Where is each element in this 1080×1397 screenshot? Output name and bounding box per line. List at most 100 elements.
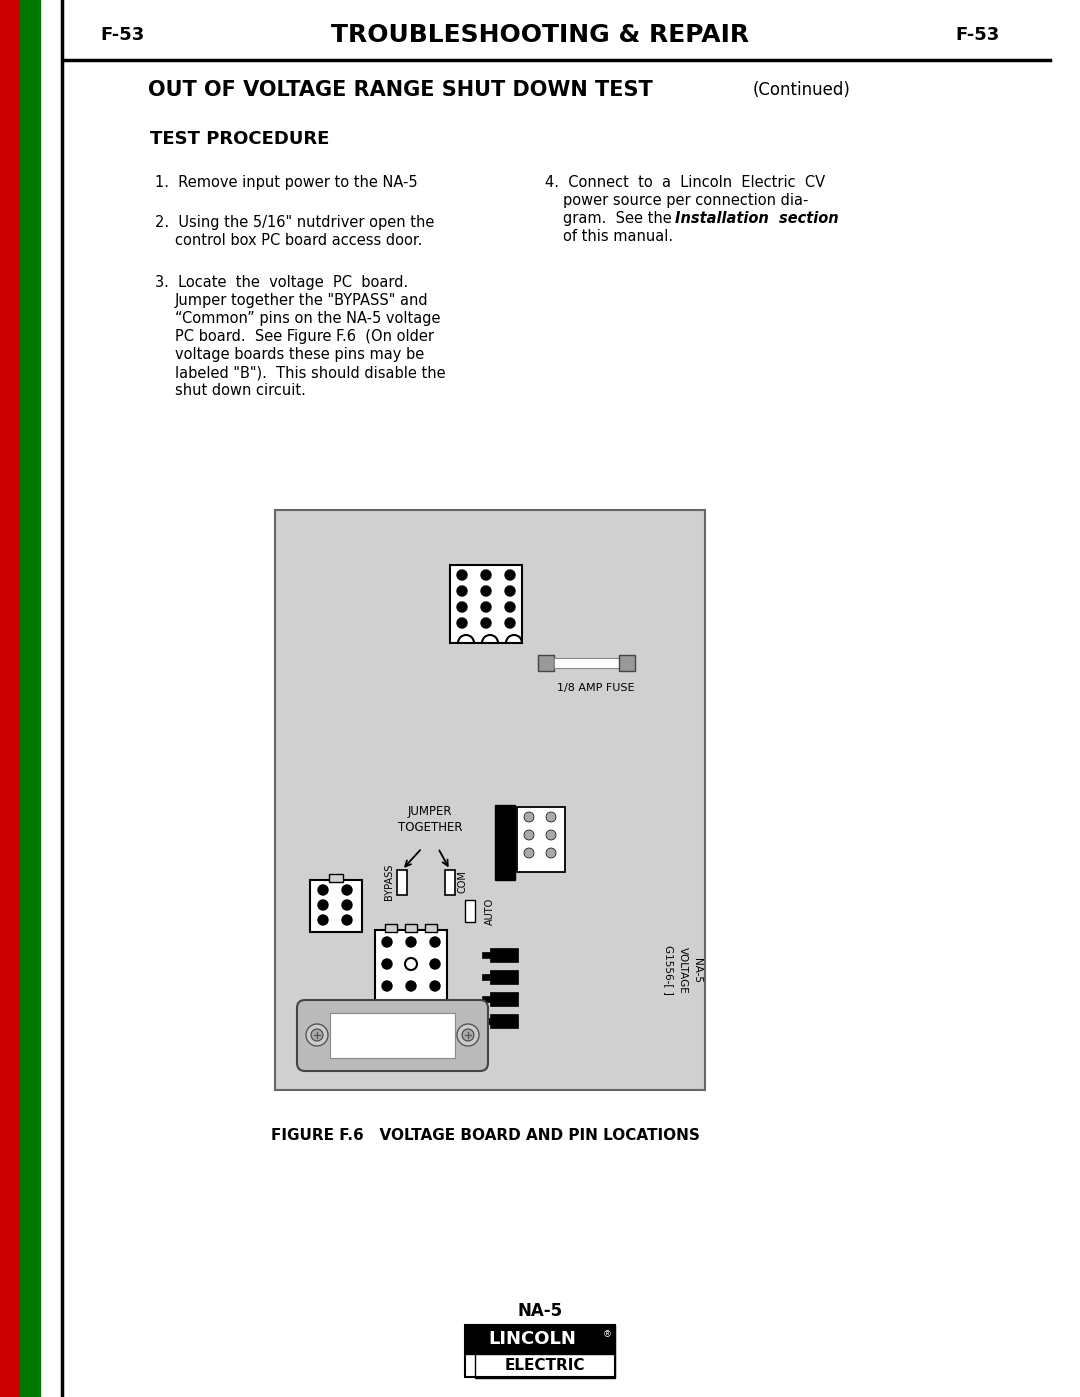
Circle shape	[457, 602, 467, 612]
Circle shape	[406, 981, 416, 990]
Circle shape	[457, 617, 467, 629]
Text: LINCOLN: LINCOLN	[488, 1330, 576, 1348]
Bar	[619, 655, 635, 671]
Bar	[554, 658, 619, 668]
Bar	[490, 992, 518, 1006]
Text: of this manual.: of this manual.	[563, 229, 673, 244]
Bar	[465, 1324, 615, 1354]
Bar	[426, 923, 437, 932]
Text: ®: ®	[603, 1330, 611, 1338]
Bar	[450, 564, 522, 643]
Circle shape	[430, 981, 440, 990]
Bar	[310, 880, 362, 932]
Circle shape	[457, 585, 467, 597]
Text: “Common” pins on the NA-5 voltage: “Common” pins on the NA-5 voltage	[175, 312, 441, 326]
Circle shape	[524, 830, 534, 840]
Text: Installation  section: Installation section	[675, 211, 839, 226]
Circle shape	[430, 937, 440, 947]
Text: labeled "B").  This should disable the: labeled "B"). This should disable the	[175, 365, 446, 380]
Bar	[517, 807, 565, 872]
Text: Return to Master TOC: Return to Master TOC	[26, 1175, 35, 1285]
Bar	[490, 970, 518, 983]
Text: Jumper together the "BYPASS" and: Jumper together the "BYPASS" and	[175, 293, 429, 307]
Text: Return to Section TOC: Return to Section TOC	[5, 1123, 14, 1236]
Bar	[375, 930, 447, 1009]
Bar	[482, 951, 490, 958]
Text: F-53: F-53	[100, 27, 145, 43]
Circle shape	[318, 900, 328, 909]
Text: Return to Section TOC: Return to Section TOC	[5, 759, 14, 872]
Text: control box PC board access door.: control box PC board access door.	[175, 233, 422, 249]
Circle shape	[546, 848, 556, 858]
Circle shape	[481, 585, 491, 597]
Circle shape	[505, 602, 515, 612]
Text: voltage boards these pins may be: voltage boards these pins may be	[175, 346, 424, 362]
Circle shape	[405, 958, 417, 970]
Bar	[490, 949, 518, 963]
Text: Return to Master TOC: Return to Master TOC	[26, 165, 35, 275]
Bar	[329, 875, 343, 882]
Bar	[482, 1018, 490, 1024]
Bar	[21, 0, 40, 1397]
Circle shape	[524, 848, 534, 858]
Circle shape	[457, 570, 467, 580]
Text: 3.  Locate  the  voltage  PC  board.: 3. Locate the voltage PC board.	[156, 275, 408, 291]
Circle shape	[481, 570, 491, 580]
Circle shape	[382, 981, 392, 990]
Text: Return to Master TOC: Return to Master TOC	[26, 475, 35, 585]
Bar	[538, 655, 554, 671]
Text: (Continued): (Continued)	[753, 81, 851, 99]
Text: AUTO: AUTO	[485, 897, 495, 925]
Text: Return to Master TOC: Return to Master TOC	[26, 799, 35, 911]
Bar	[475, 1354, 615, 1377]
Bar	[397, 870, 407, 895]
Circle shape	[546, 812, 556, 821]
Circle shape	[505, 570, 515, 580]
Bar	[405, 923, 417, 932]
Circle shape	[462, 1030, 474, 1041]
Circle shape	[481, 602, 491, 612]
Circle shape	[342, 886, 352, 895]
Text: ELECTRIC: ELECTRIC	[504, 1358, 585, 1373]
Text: NA-5
VOLTAGE
G1556-[ ]: NA-5 VOLTAGE G1556-[ ]	[664, 944, 702, 995]
Circle shape	[382, 958, 392, 970]
Text: COM: COM	[458, 870, 468, 894]
Text: NA-5: NA-5	[517, 1302, 563, 1320]
Text: BYPASS: BYPASS	[384, 863, 394, 900]
Bar	[495, 805, 515, 880]
FancyBboxPatch shape	[297, 1000, 488, 1071]
Text: 2.  Using the 5/16" nutdriver open the: 2. Using the 5/16" nutdriver open the	[156, 215, 434, 231]
Circle shape	[430, 958, 440, 970]
Bar	[445, 870, 455, 895]
Bar	[465, 900, 475, 922]
Circle shape	[311, 1030, 323, 1041]
Circle shape	[505, 617, 515, 629]
Circle shape	[406, 937, 416, 947]
Circle shape	[318, 886, 328, 895]
Text: FIGURE F.6   VOLTAGE BOARD AND PIN LOCATIONS: FIGURE F.6 VOLTAGE BOARD AND PIN LOCATIO…	[271, 1127, 700, 1143]
Text: shut down circuit.: shut down circuit.	[175, 383, 306, 398]
Circle shape	[382, 937, 392, 947]
Circle shape	[457, 1024, 480, 1046]
Circle shape	[481, 617, 491, 629]
Circle shape	[306, 1024, 328, 1046]
Bar	[465, 1324, 615, 1377]
Text: Return to Section TOC: Return to Section TOC	[5, 433, 14, 546]
Circle shape	[505, 585, 515, 597]
Text: 1/8 AMP FUSE: 1/8 AMP FUSE	[557, 683, 635, 693]
Text: JUMPER
TOGETHER: JUMPER TOGETHER	[397, 805, 462, 834]
Circle shape	[318, 915, 328, 925]
Text: OUT OF VOLTAGE RANGE SHUT DOWN TEST: OUT OF VOLTAGE RANGE SHUT DOWN TEST	[148, 80, 652, 101]
Bar	[0, 0, 21, 1397]
Text: TROUBLESHOOTING & REPAIR: TROUBLESHOOTING & REPAIR	[330, 22, 750, 47]
Bar	[490, 1014, 518, 1028]
Text: F-53: F-53	[956, 27, 1000, 43]
Text: Return to Section TOC: Return to Section TOC	[5, 119, 14, 232]
Bar	[384, 923, 397, 932]
Text: power source per connection dia-: power source per connection dia-	[563, 193, 808, 208]
Text: PC board.  See Figure F.6  (On older: PC board. See Figure F.6 (On older	[175, 330, 434, 344]
Bar	[275, 510, 705, 1090]
Circle shape	[342, 915, 352, 925]
Circle shape	[342, 900, 352, 909]
Text: 4.  Connect  to  a  Lincoln  Electric  CV: 4. Connect to a Lincoln Electric CV	[545, 175, 825, 190]
